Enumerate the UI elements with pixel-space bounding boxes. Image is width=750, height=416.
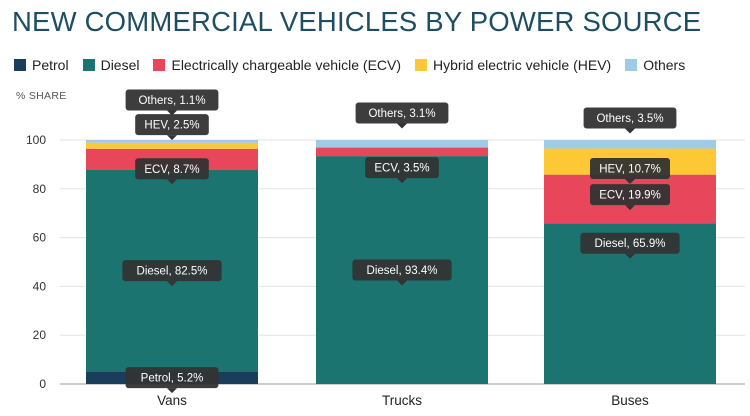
annotation-box — [355, 102, 449, 124]
x-tick-label-trucks: Trucks — [382, 393, 422, 408]
annotation-vans-electrically-chargeable-vehicle-ecv: ECV, 8.7% — [135, 158, 209, 185]
annotation-box — [135, 158, 209, 180]
annotation-box — [580, 232, 680, 254]
legend-swatch-others — [625, 59, 638, 71]
legend-label-hev: Hybrid electric vehicle (HEV) — [433, 57, 612, 73]
legend-item-diesel: Diesel — [82, 57, 140, 73]
annotation-label: HEV, 10.7% — [599, 164, 661, 176]
annotation-box — [590, 158, 670, 180]
annotation-label: Petrol, 5.2% — [141, 373, 204, 385]
legend-label-ecv: Electrically chargeable vehicle (ECV) — [171, 57, 402, 73]
legend-label-others: Others — [643, 57, 686, 73]
legend-label-petrol: Petrol — [32, 57, 69, 73]
annotation-box — [135, 114, 209, 136]
annotation-pointer — [397, 123, 407, 129]
bar-trucks-others — [316, 140, 488, 148]
annotation-label: Others, 1.1% — [138, 95, 205, 107]
legend-swatch-petrol — [14, 59, 26, 71]
annotation-box — [365, 157, 439, 179]
annotation-label: Diesel, 82.5% — [137, 266, 208, 278]
annotation-buses-others: Others, 3.5% — [583, 107, 677, 134]
annotation-pointer — [167, 135, 177, 141]
annotation-box — [352, 259, 452, 281]
bar-buses-others — [544, 140, 716, 149]
annotation-label: Diesel, 65.9% — [595, 238, 666, 250]
y-axis-label: % SHARE — [16, 90, 67, 102]
annotation-box — [583, 107, 677, 129]
legend-label-diesel: Diesel — [100, 57, 140, 73]
annotation-pointer — [625, 205, 635, 211]
legend-item-others: Others — [625, 57, 685, 73]
annotation-vans-others: Others, 1.1% — [125, 89, 219, 116]
x-tick-label-vans: Vans — [157, 393, 187, 408]
legend-swatch-ecv — [153, 59, 166, 71]
y-tick-label-100: 100 — [26, 133, 46, 147]
y-tick-label-40: 40 — [33, 279, 47, 293]
annotation-pointer — [167, 388, 177, 394]
annotation-label: ECV, 8.7% — [144, 164, 199, 176]
annotation-vans-petrol: Petrol, 5.2% — [125, 367, 219, 394]
annotation-trucks-electrically-chargeable-vehicle-ecv: ECV, 3.5% — [365, 157, 439, 184]
annotation-vans-diesel: Diesel, 82.5% — [122, 260, 222, 287]
annotation-pointer — [167, 179, 177, 185]
bar-vans-hybrid-electric-vehicle-hev — [86, 142, 258, 149]
annotation-pointer — [167, 281, 177, 287]
legend-item-petrol: Petrol — [14, 57, 69, 73]
annotation-trucks-others: Others, 3.1% — [355, 102, 449, 129]
legend-swatch-hev — [415, 59, 428, 71]
annotation-box — [125, 367, 219, 389]
annotation-trucks-diesel: Diesel, 93.4% — [352, 259, 452, 286]
annotation-buses-electrically-chargeable-vehicle-ecv: ECV, 19.9% — [590, 184, 670, 211]
legend-item-hev: Hybrid electric vehicle (HEV) — [415, 57, 611, 73]
annotation-box — [125, 89, 219, 111]
annotation-label: HEV, 2.5% — [144, 120, 199, 132]
bar-vans-others — [86, 140, 258, 143]
bar-trucks-electrically-chargeable-vehicle-ecv — [316, 147, 488, 157]
y-tick-label-60: 60 — [33, 231, 47, 245]
x-tick-label-buses: Buses — [611, 393, 649, 408]
annotation-pointer — [625, 128, 635, 134]
annotation-box — [590, 184, 670, 206]
annotation-buses-hybrid-electric-vehicle-hev: HEV, 10.7% — [590, 158, 670, 185]
y-tick-label-0: 0 — [39, 377, 46, 391]
annotation-box — [122, 260, 222, 282]
annotation-label: ECV, 3.5% — [374, 163, 429, 175]
annotation-pointer — [625, 253, 635, 259]
annotation-buses-diesel: Diesel, 65.9% — [580, 232, 680, 259]
annotation-label: Others, 3.5% — [596, 113, 663, 125]
annotation-pointer — [625, 179, 635, 185]
annotation-label: Diesel, 93.4% — [367, 265, 438, 277]
annotation-vans-hybrid-electric-vehicle-hev: HEV, 2.5% — [135, 114, 209, 141]
chart-title: NEW COMMERCIAL VEHICLES BY POWER SOURCE — [12, 6, 702, 37]
annotation-label: ECV, 19.9% — [599, 190, 661, 202]
annotation-label: Others, 3.1% — [368, 108, 435, 120]
annotation-pointer — [397, 280, 407, 286]
y-tick-label-20: 20 — [33, 328, 47, 342]
legend-item-ecv: Electrically chargeable vehicle (ECV) — [153, 57, 401, 73]
annotation-pointer — [167, 110, 177, 116]
legend: Petrol Diesel Electrically chargeable ve… — [14, 55, 699, 75]
y-tick-label-80: 80 — [33, 182, 47, 196]
annotation-pointer — [397, 178, 407, 184]
legend-swatch-diesel — [82, 59, 95, 71]
